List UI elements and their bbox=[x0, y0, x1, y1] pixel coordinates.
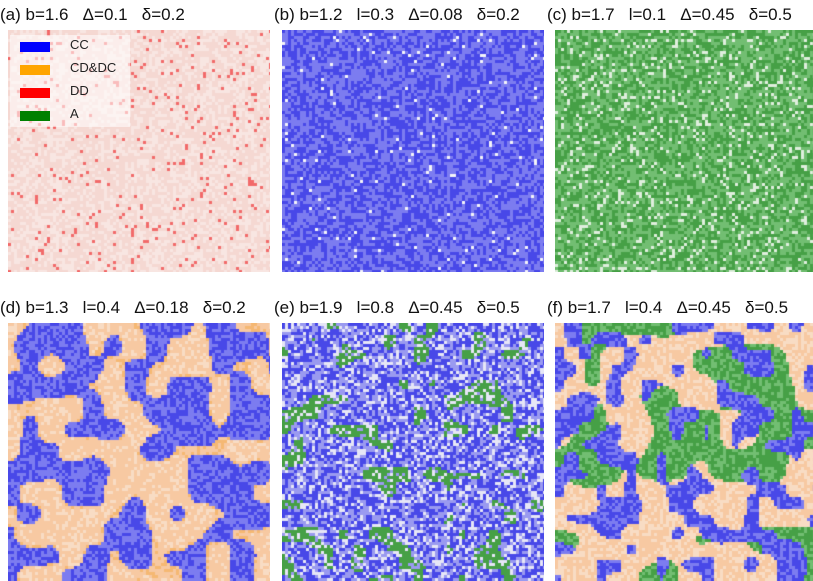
legend-item-a: A bbox=[10, 104, 130, 127]
panel-f-lattice bbox=[555, 323, 813, 581]
legend-item-dd: DD bbox=[10, 81, 130, 104]
panel-a-title: (a) b=1.6 Δ=0.1 δ=0.2 bbox=[0, 5, 185, 24]
panel-e-canvas bbox=[282, 323, 544, 581]
panel-d-canvas bbox=[8, 323, 270, 581]
legend-item-cc: CC bbox=[10, 35, 130, 58]
panel-f-canvas bbox=[555, 323, 813, 581]
legend: CC CD&DC DD A bbox=[10, 35, 130, 127]
panel-d: (d) b=1.3 l=0.4 Δ=0.18 δ=0.2 bbox=[0, 293, 272, 581]
panel-e-title: (e) b=1.9 l=0.8 Δ=0.45 δ=0.5 bbox=[274, 298, 520, 317]
panel-d-title: (d) b=1.3 l=0.4 Δ=0.18 δ=0.2 bbox=[0, 298, 246, 317]
panel-c-canvas bbox=[555, 30, 813, 272]
legend-label-cc: CC bbox=[70, 37, 89, 52]
legend-swatch-cd-dc bbox=[20, 65, 50, 75]
legend-swatch-dd bbox=[20, 88, 50, 98]
panel-c: (c) b=1.7 l=0.1 Δ=0.45 δ=0.5 bbox=[547, 0, 813, 274]
panel-e-lattice bbox=[282, 323, 544, 581]
panel-e: (e) b=1.9 l=0.8 Δ=0.45 δ=0.5 bbox=[274, 293, 546, 581]
panel-c-title: (c) b=1.7 l=0.1 Δ=0.45 δ=0.5 bbox=[547, 5, 792, 24]
panel-b-canvas bbox=[282, 30, 544, 272]
panel-b: (b) b=1.2 l=0.3 Δ=0.08 δ=0.2 bbox=[274, 0, 546, 274]
panel-b-title: (b) b=1.2 l=0.3 Δ=0.08 δ=0.2 bbox=[274, 5, 520, 24]
panel-c-lattice bbox=[555, 30, 813, 272]
legend-swatch-cc bbox=[20, 42, 50, 52]
panel-f-title: (f) b=1.7 l=0.4 Δ=0.45 δ=0.5 bbox=[547, 298, 789, 317]
panel-d-lattice bbox=[8, 323, 270, 581]
legend-label-cd-dc: CD&DC bbox=[70, 60, 117, 75]
panel-b-lattice bbox=[282, 30, 544, 272]
legend-label-a: A bbox=[70, 106, 79, 121]
legend-item-cd-dc: CD&DC bbox=[10, 58, 130, 81]
panel-a: (a) b=1.6 Δ=0.1 δ=0.2 CC CD&DC DD A bbox=[0, 0, 272, 274]
panel-f: (f) b=1.7 l=0.4 Δ=0.45 δ=0.5 bbox=[547, 293, 813, 581]
legend-swatch-a bbox=[20, 111, 50, 121]
legend-label-dd: DD bbox=[70, 83, 89, 98]
